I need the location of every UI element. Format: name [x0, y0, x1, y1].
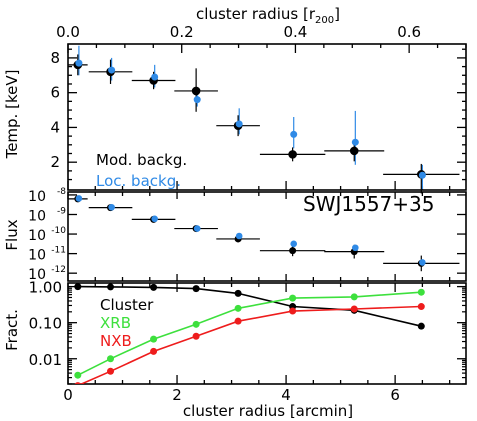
flux-y-tick-label: 10: [28, 228, 46, 244]
frac-point-nxb: [107, 367, 115, 375]
loc-backg-point: [193, 96, 201, 104]
flux-y-tick-label: 10: [28, 208, 46, 224]
flux-y-tick-label: 10: [28, 189, 46, 205]
frac-point-nxb: [417, 303, 425, 311]
flux-y-tick-base: 10: [28, 228, 46, 244]
frac-point-xrb: [74, 371, 82, 379]
loc-backg-point: [418, 171, 426, 179]
frac-point-nxb: [192, 332, 200, 340]
flux-y-tick-exponent: -9: [57, 206, 66, 216]
fraction-panel: 0 2 4 6 1.00 0.10 0.01: [29, 279, 467, 404]
flux-panel: 10 -8 10 -9 10 -10 10 -11 10 -12: [28, 187, 467, 283]
flux-mod-point: [289, 247, 297, 255]
flux-y-tick-base: 10: [28, 248, 46, 264]
frac-x-tick-label: 2: [172, 386, 182, 404]
frac-point-xrb: [150, 335, 158, 343]
frac-point-xrb: [350, 293, 358, 301]
frac-x-tick-label: 4: [281, 386, 291, 404]
frac-y-tick-label: 0.10: [29, 315, 62, 333]
frac-point-xrb: [107, 355, 115, 363]
top-axis-label-subscript: 200: [315, 15, 334, 26]
mod-backg-point: [191, 86, 201, 96]
flux-y-tick-exponent: -11: [51, 246, 66, 256]
top-axis-tick-label: 0.0: [56, 23, 80, 41]
frac-point-cluster: [192, 285, 200, 293]
flux-y-tick-label: 10: [28, 267, 46, 283]
temp-y-tick-label: 6: [50, 84, 60, 102]
frac-point-nxb: [74, 382, 81, 384]
temp-legend-loc-backg: Loc. backg.: [96, 172, 181, 190]
top-axis-tick-label: 0.4: [283, 23, 307, 41]
frac-series-xrb: [74, 288, 425, 379]
temperature-panel: 0.0 0.2 0.4 0.6 2 4 6 8: [50, 23, 467, 194]
flux-loc-point: [290, 240, 298, 248]
frac-line-nxb: [79, 305, 422, 384]
flux-loc-point: [235, 232, 243, 240]
mod-backg-point: [349, 146, 359, 156]
temp-y-tick-label: 2: [50, 153, 60, 171]
flux-y-tick-base: 10: [28, 208, 46, 224]
frac-legend-xrb: XRB: [100, 314, 131, 332]
flux-y-tick-exponent: -8: [57, 187, 66, 197]
frac-point-xrb: [234, 304, 242, 312]
flux-loc-point: [108, 203, 115, 211]
frac-point-cluster: [417, 322, 425, 330]
frac-point-cluster: [234, 289, 242, 297]
frac-point-xrb: [192, 320, 200, 328]
top-axis-label: cluster radius [r200]: [196, 5, 340, 26]
loc-backg-point: [351, 138, 359, 146]
top-axis-label-main: cluster radius [r: [196, 5, 316, 23]
loc-backg-point: [151, 73, 159, 81]
fraction-panel-ylabel: Fract.: [3, 309, 21, 351]
flux-y-tick-base: 10: [28, 267, 46, 283]
bottom-axis-label: cluster radius [arcmin]: [183, 402, 353, 420]
frac-legend-cluster: Cluster: [100, 296, 154, 314]
frac-y-tick-label: 0.01: [29, 351, 62, 369]
flux-y-tick-exponent: -10: [51, 226, 66, 236]
flux-y-tick-exponent: -12: [51, 265, 66, 275]
temp-y-tick-label: 8: [50, 49, 60, 67]
frac-point-nxb: [150, 347, 158, 355]
flux-y-tick-label: 10: [28, 248, 46, 264]
top-axis-label-end: ]: [334, 5, 340, 23]
frac-line-xrb: [77, 291, 422, 376]
frac-point-nxb: [234, 317, 242, 325]
frac-point-xrb: [289, 294, 297, 302]
frac-point-cluster: [150, 283, 158, 291]
temp-y-tick-label: 4: [50, 118, 60, 136]
flux-loc-point: [419, 259, 426, 266]
loc-backg-point: [75, 59, 83, 67]
loc-backg-point: [108, 66, 116, 74]
frac-legend-nxb: NXB: [100, 332, 132, 350]
frac-series-nxb: [74, 303, 425, 384]
flux-loc-point: [352, 244, 359, 252]
loc-backg-point: [235, 120, 243, 128]
frac-x-tick-label: 0: [63, 386, 73, 404]
flux-loc-point: [151, 215, 158, 223]
frac-y-tick-label: 1.00: [29, 279, 62, 297]
temp-panel-ylabel: Temp. [keV]: [3, 70, 21, 160]
flux-panel-ylabel: Flux: [3, 219, 21, 250]
object-name-label: SWJ1557+35: [303, 192, 434, 216]
frac-point-nxb: [350, 305, 358, 313]
flux-loc-point: [75, 195, 83, 202]
flux-loc-point: [193, 225, 201, 232]
temp-legend-mod-backg: Mod. backg.: [96, 151, 187, 169]
frac-point-cluster: [74, 283, 82, 291]
top-axis-tick-label: 0.2: [170, 23, 194, 41]
frac-point-xrb: [417, 288, 425, 296]
loc-backg-point: [290, 130, 298, 138]
frac-point-cluster: [107, 283, 115, 291]
frac-x-tick-label: 6: [390, 386, 400, 404]
frac-point-nxb: [289, 307, 297, 315]
flux-y-tick-base: 10: [28, 189, 46, 205]
mod-backg-point: [288, 150, 297, 159]
panel-frame: [67, 191, 467, 282]
top-axis-tick-label: 0.6: [397, 23, 421, 41]
